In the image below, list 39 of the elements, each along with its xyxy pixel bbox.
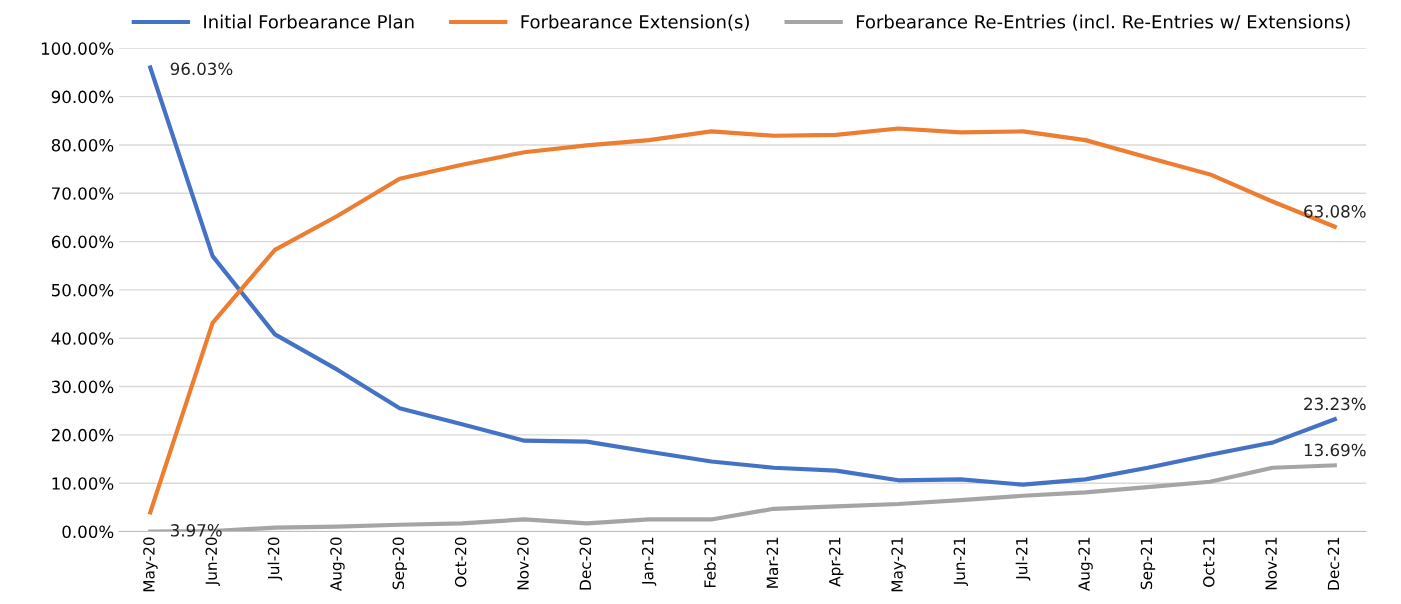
x-tick-label: Nov-21 (1265, 537, 1277, 590)
data-label: 3.97% (170, 524, 222, 537)
x-tick-label: Oct-21 (1202, 537, 1215, 587)
y-tick-label: 40.00% (51, 332, 114, 345)
x-tick-label: May-20 (143, 537, 158, 592)
x-tick-label: Sep-21 (1140, 537, 1156, 590)
y-tick-label: 10.00% (52, 477, 114, 490)
y-tick-label: 20.00% (51, 428, 114, 442)
x-tick-label: Mar-21 (766, 537, 779, 588)
x-tick-label: Dec-21 (1327, 537, 1340, 590)
y-tick-label: 50.00% (51, 283, 114, 297)
x-tick-label: Aug-20 (330, 537, 345, 592)
x-tick-label: Oct-20 (454, 537, 467, 587)
data-label: 63.08% (1304, 205, 1366, 218)
y-tick-label: 90.00% (51, 90, 114, 104)
x-tick-label: Aug-21 (1078, 537, 1093, 592)
data-label: 13.69% (1304, 443, 1366, 457)
x-tick-label: Jun-20 (205, 537, 220, 586)
data-label: 23.23% (1304, 397, 1366, 411)
x-tick-label: Jul-21 (1015, 537, 1031, 581)
y-tick-label: 60.00% (51, 235, 114, 249)
x-tick-label: Apr-21 (828, 537, 844, 587)
x-tick-label: Jul-20 (267, 537, 283, 581)
legend-label: Forbearance Re-Entries (incl. Re-Entries w/ Extensions) (856, 14, 1350, 31)
y-tick-label: 30.00% (51, 380, 114, 394)
y-tick-label: 100.00% (41, 42, 114, 55)
data-label: 96.03% (170, 62, 233, 76)
legend-label: Forbearance Extension(s) (521, 14, 749, 31)
legend-label: Initial Forbearance Plan (204, 14, 414, 29)
x-tick-label: Jan-21 (641, 537, 657, 586)
x-tick-label: Feb-21 (703, 537, 716, 587)
y-tick-label: 80.00% (51, 138, 114, 152)
x-tick-label: Jun-21 (953, 537, 969, 586)
x-tick-label: Nov-20 (517, 537, 529, 590)
x-tick-label: May-21 (891, 537, 906, 592)
x-tick-label: Sep-20 (392, 537, 408, 590)
y-tick-label: 0.00% (62, 525, 114, 539)
y-tick-label: 70.00% (52, 187, 114, 200)
x-tick-label: Dec-20 (579, 537, 592, 590)
